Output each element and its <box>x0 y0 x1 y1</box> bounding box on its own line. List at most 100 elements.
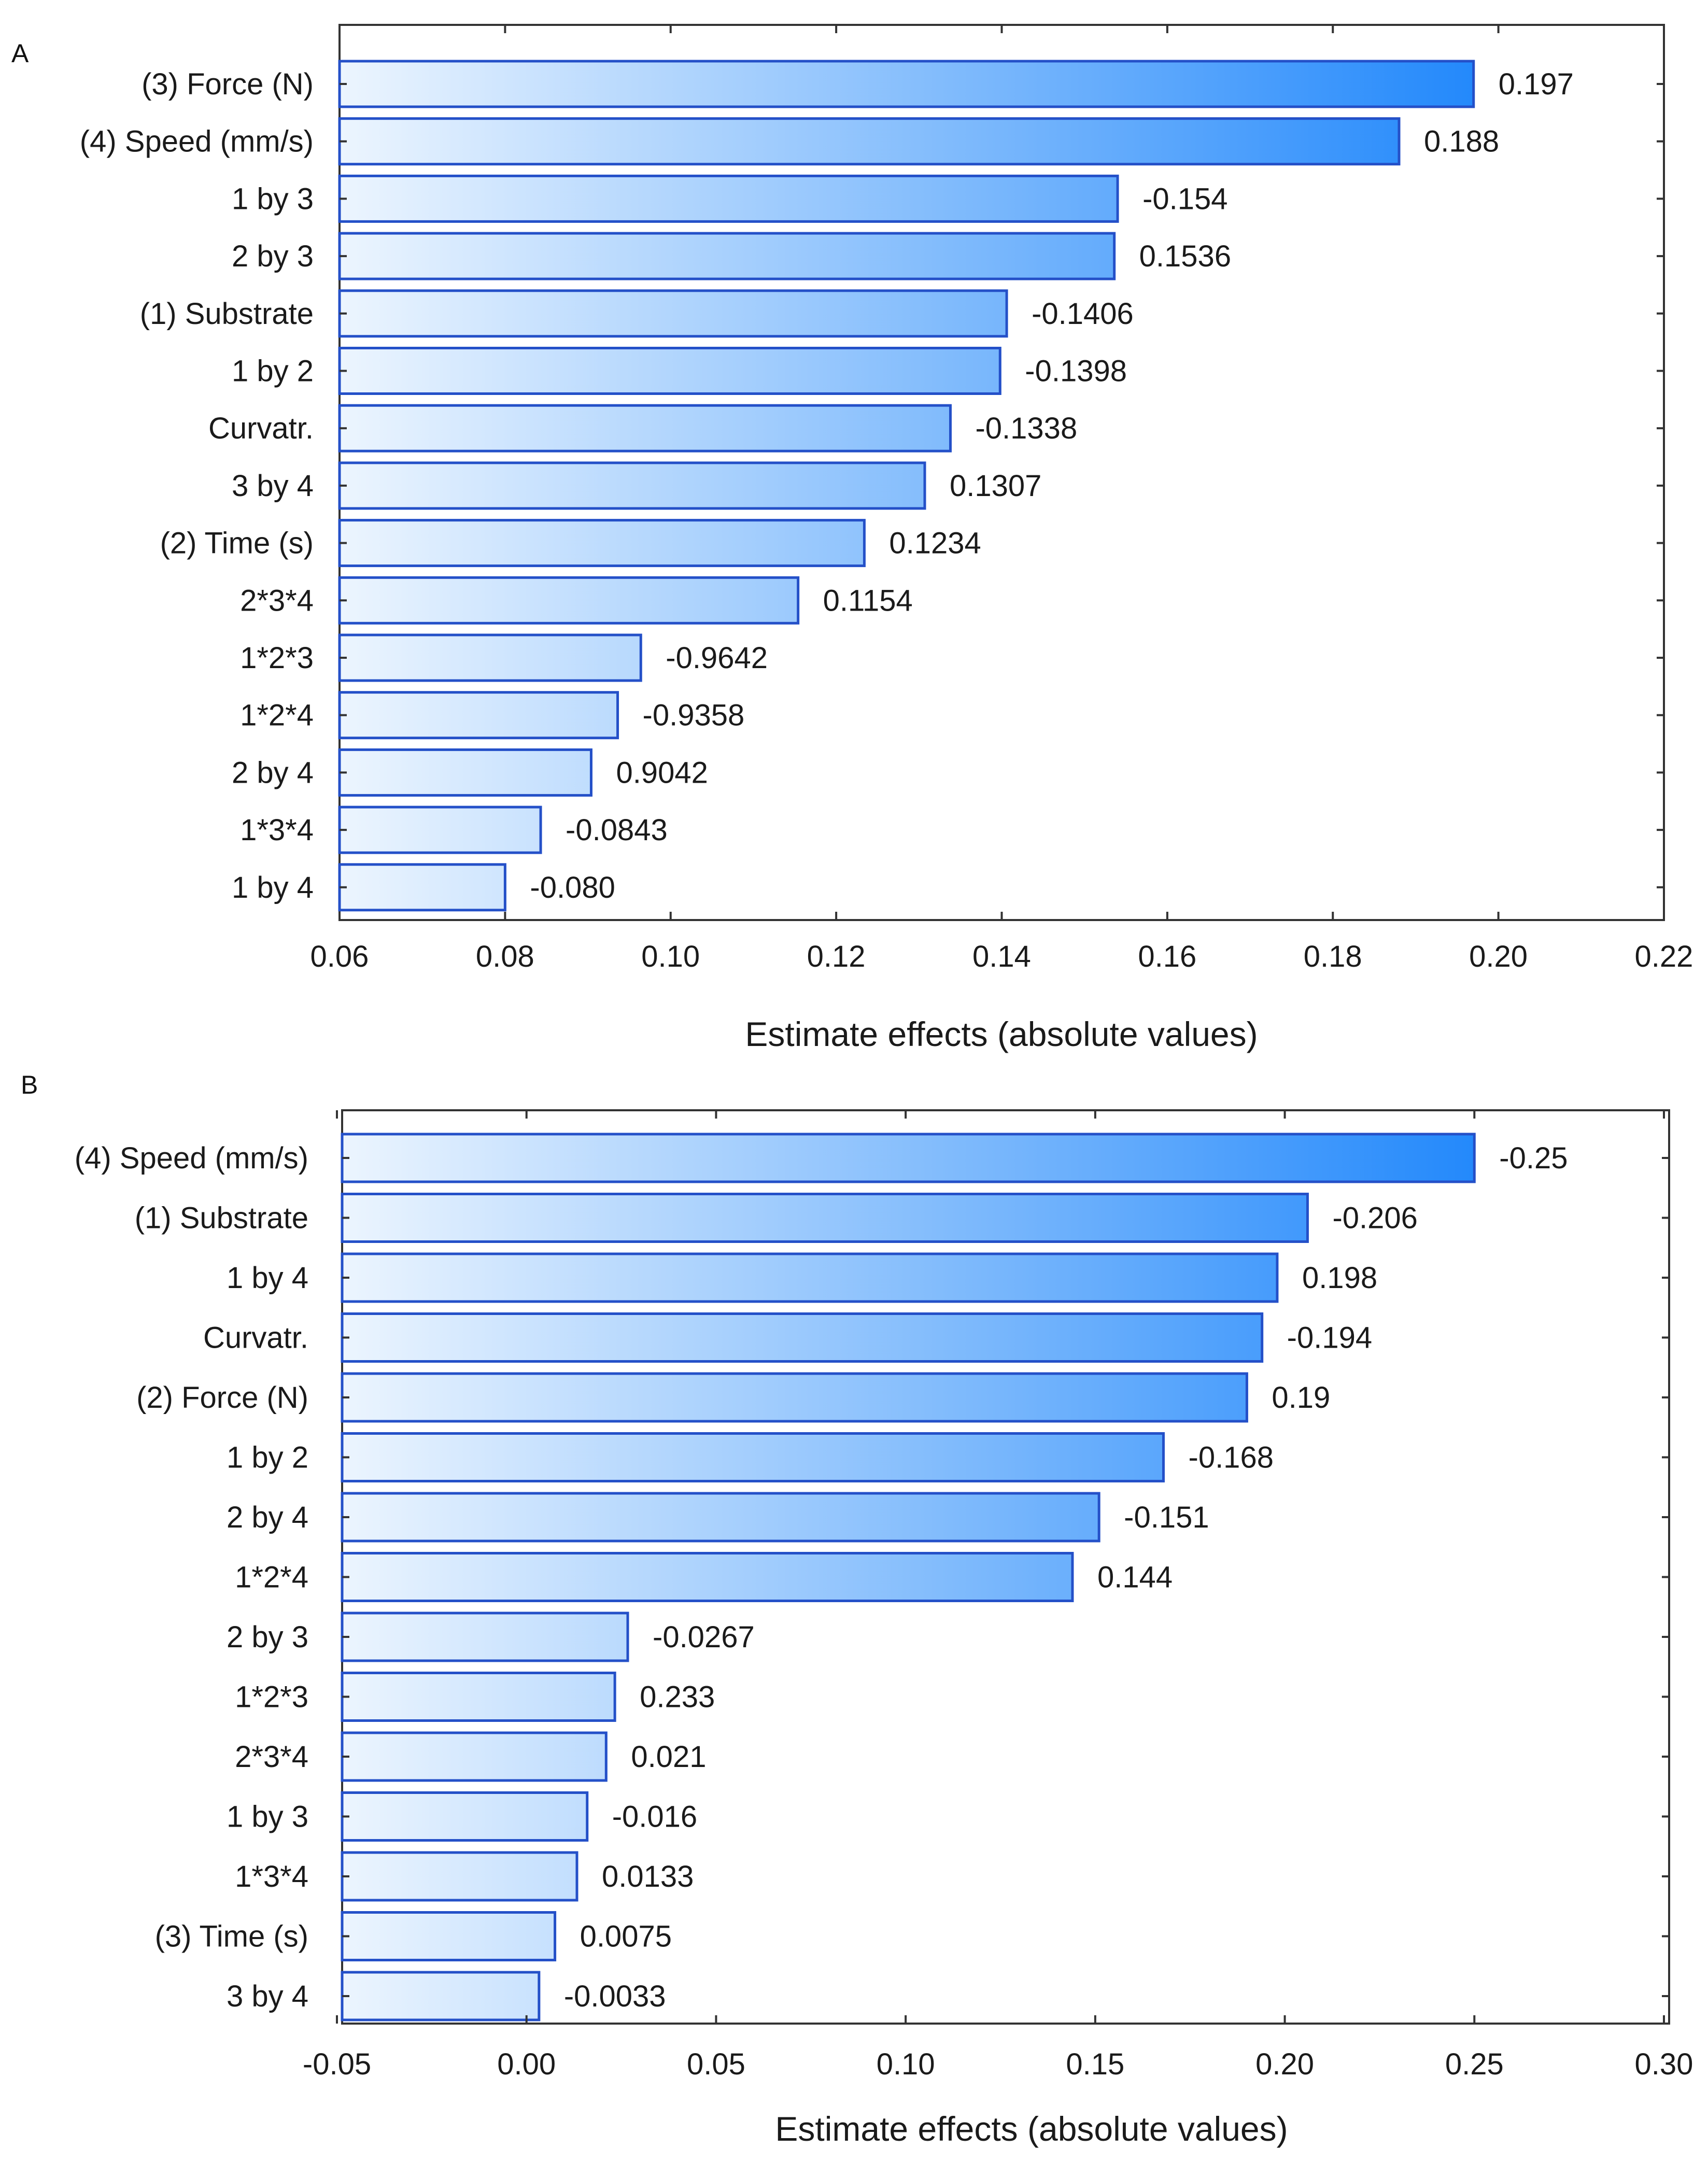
bar <box>341 1133 1476 1183</box>
x-tick-label: 0.10 <box>641 940 700 973</box>
x-tick-label: 0.10 <box>877 2047 935 2081</box>
category-label: (3) Force (N) <box>142 67 314 101</box>
category-label: (4) Speed (mm/s) <box>80 125 314 159</box>
x-tick-label: 0.16 <box>1138 940 1196 973</box>
category-label: (2) Time (s) <box>160 527 314 560</box>
bar <box>338 863 506 912</box>
panel-b-x-axis-title: Estimate effects (absolute values) <box>775 2110 1288 2148</box>
category-label: 1 by 3 <box>232 182 314 216</box>
bar <box>338 691 619 740</box>
category-label: 1 by 3 <box>227 1800 308 1834</box>
panel-a-ticks: 0.06 0.08 0.10 0.12 0.14 0.16 0.18 0.20 0.22 <box>310 25 1693 973</box>
value-label: 0.197 <box>1499 67 1574 101</box>
bar <box>338 60 1475 108</box>
value-label: 0.1536 <box>1139 239 1231 273</box>
bar <box>338 519 866 568</box>
bar <box>341 1552 1074 1602</box>
value-label: 0.144 <box>1097 1561 1173 1594</box>
value-label: 0.9042 <box>616 756 708 789</box>
value-label: 0.19 <box>1272 1381 1330 1415</box>
value-label: -0.9358 <box>643 699 745 732</box>
category-label: 1*2*3 <box>235 1680 308 1714</box>
bar <box>341 1731 608 1782</box>
bar <box>338 117 1401 166</box>
bar <box>341 1492 1100 1543</box>
bar <box>338 232 1116 280</box>
value-label: -0.1338 <box>975 412 1077 445</box>
x-tick-label: 0.06 <box>310 940 369 973</box>
value-label: -0.154 <box>1142 182 1227 216</box>
panel-a-bars: (3) Force (N) 0.197 (4) Speed (mm/s) 0.188 1… <box>80 60 1664 912</box>
panel-a-label: A <box>11 39 29 68</box>
x-tick-label: 0.20 <box>1469 940 1528 973</box>
category-label: 1 by 2 <box>227 1441 308 1475</box>
bar <box>338 805 542 854</box>
value-label: -0.080 <box>530 871 615 904</box>
x-tick-label: 0.18 <box>1304 940 1362 973</box>
bar <box>341 1851 578 1902</box>
category-label: 1*3*4 <box>235 1860 308 1893</box>
value-label: 0.188 <box>1424 125 1499 159</box>
bar <box>341 1791 589 1842</box>
category-label: 3 by 4 <box>227 1980 308 2013</box>
category-label: Curvatr. <box>208 412 314 445</box>
category-label: Curvatr. <box>203 1321 308 1355</box>
bar <box>338 289 1008 338</box>
x-tick-label: 0.05 <box>687 2047 745 2081</box>
x-tick-label: 0.12 <box>807 940 866 973</box>
category-label: (1) Substrate <box>140 297 314 331</box>
value-label: 0.1154 <box>823 584 913 617</box>
x-tick-label: 0.22 <box>1635 940 1693 973</box>
value-label: 0.0133 <box>602 1860 694 1893</box>
category-label: (2) Force (N) <box>136 1381 308 1415</box>
category-label: 1 by 2 <box>232 355 314 388</box>
value-label: 0.1307 <box>950 469 1041 503</box>
value-label: -0.0033 <box>564 1980 666 2013</box>
bar <box>338 174 1119 223</box>
category-label: 3 by 4 <box>232 469 314 503</box>
x-tick-label: 0.15 <box>1066 2047 1124 2081</box>
category-label: 2 by 3 <box>232 239 314 273</box>
bar <box>341 1193 1309 1243</box>
value-label: 0.233 <box>640 1680 715 1714</box>
x-tick-label: 0.20 <box>1255 2047 1314 2081</box>
value-label: 0.198 <box>1302 1261 1377 1295</box>
bar <box>341 1611 629 1662</box>
bar <box>338 576 800 625</box>
value-label: -0.0843 <box>566 813 668 847</box>
value-label: -0.25 <box>1499 1141 1568 1175</box>
value-label: -0.1406 <box>1032 297 1134 331</box>
panel-a-x-axis-title: Estimate effects (absolute values) <box>745 1015 1258 1053</box>
value-label: 0.1234 <box>889 527 981 560</box>
panel-b-ticks: -0.05 0.00 0.05 0.10 0.15 0.20 0.25 0.30 <box>303 1110 1693 2081</box>
value-label: -0.206 <box>1332 1201 1417 1235</box>
bar <box>341 1672 616 1722</box>
value-label: 0.021 <box>631 1740 706 1774</box>
bar <box>341 1971 541 2021</box>
bar <box>341 1911 557 1961</box>
value-label: -0.194 <box>1287 1321 1372 1355</box>
x-tick-label: 0.30 <box>1635 2047 1693 2081</box>
panel-b-bars: (4) Speed (mm/s) -0.25 (1) Substrate -0.206… <box>75 1133 1669 2021</box>
bar <box>338 404 952 453</box>
value-label: 0.0075 <box>580 1920 672 1954</box>
bar <box>338 633 642 682</box>
value-label: -0.0267 <box>653 1620 755 1654</box>
panel-b: B (4) Speed (mm/s) -0.25 (1) Substrate -0.2… <box>21 1070 1693 2148</box>
x-tick-label: 0.00 <box>497 2047 556 2081</box>
bar <box>341 1372 1248 1423</box>
category-label: 1*3*4 <box>240 813 314 847</box>
category-label: 1*2*3 <box>240 641 314 675</box>
bar <box>338 347 1001 395</box>
value-label: -0.016 <box>612 1800 697 1834</box>
panel-a: A (3) Force (N) 0.197 (4) Speed (mm/s) 0.18… <box>11 24 1693 1053</box>
category-label: 2*3*4 <box>235 1740 308 1774</box>
x-tick-label: 0.25 <box>1445 2047 1504 2081</box>
value-label: -0.9642 <box>666 641 768 675</box>
bar <box>341 1432 1165 1482</box>
panel-b-label: B <box>21 1070 38 1099</box>
category-label: (1) Substrate <box>135 1201 308 1235</box>
x-tick-label: -0.05 <box>303 2047 371 2081</box>
category-label: 2 by 4 <box>227 1501 308 1534</box>
category-label: 1 by 4 <box>232 871 314 904</box>
